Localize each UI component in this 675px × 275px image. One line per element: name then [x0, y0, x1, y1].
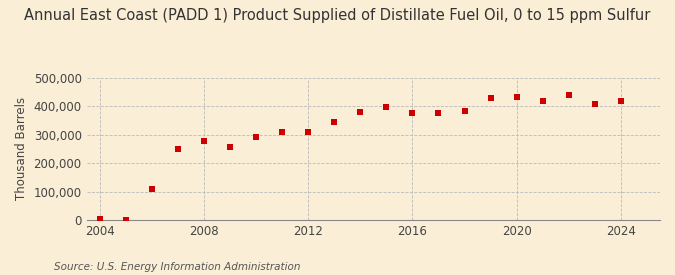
Point	[485, 96, 496, 101]
Text: Source: U.S. Energy Information Administration: Source: U.S. Energy Information Administ…	[54, 262, 300, 272]
Point	[537, 99, 548, 104]
Point	[225, 145, 236, 149]
Point	[616, 99, 626, 103]
Point	[198, 139, 209, 143]
Point	[355, 110, 366, 114]
Point	[120, 217, 131, 222]
Point	[146, 186, 157, 191]
Point	[589, 101, 600, 106]
Point	[277, 130, 288, 134]
Point	[407, 110, 418, 115]
Point	[172, 147, 183, 151]
Point	[250, 134, 261, 139]
Point	[511, 95, 522, 99]
Y-axis label: Thousand Barrels: Thousand Barrels	[15, 97, 28, 200]
Point	[564, 93, 574, 98]
Point	[381, 105, 392, 109]
Point	[433, 111, 444, 115]
Point	[329, 120, 340, 125]
Point	[459, 109, 470, 113]
Point	[302, 130, 313, 134]
Text: Annual East Coast (PADD 1) Product Supplied of Distillate Fuel Oil, 0 to 15 ppm : Annual East Coast (PADD 1) Product Suppl…	[24, 8, 651, 23]
Point	[95, 217, 105, 221]
